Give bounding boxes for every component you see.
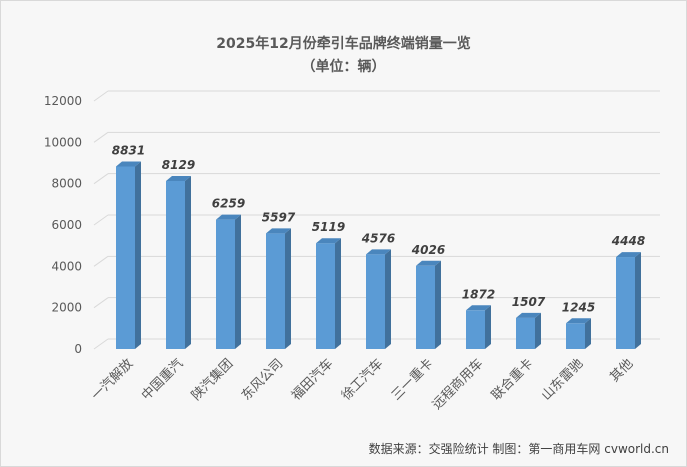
bar-side	[235, 214, 241, 349]
y-tick-label: 10000	[44, 135, 82, 149]
bar	[266, 233, 285, 349]
bar-side	[585, 318, 591, 349]
bar-side	[485, 305, 491, 349]
x-category-label: 一汽解放	[89, 356, 136, 403]
x-category-label: 联合重卡	[488, 356, 536, 404]
bar	[216, 219, 235, 349]
bar-top	[216, 214, 241, 220]
data-label: 1507	[512, 295, 546, 309]
bar-side	[185, 176, 191, 349]
bar-side	[535, 312, 541, 349]
bar	[316, 243, 335, 349]
bar-top	[416, 260, 441, 266]
bar	[166, 181, 185, 349]
x-category-label: 中国重汽	[138, 356, 186, 404]
bar-top	[516, 312, 541, 318]
bar-top	[616, 252, 641, 258]
bar-top	[566, 318, 591, 324]
y-tick-label: 4000	[51, 259, 82, 273]
data-label: 8129	[162, 158, 195, 172]
data-label: 4026	[411, 243, 445, 257]
y-tick-label: 2000	[51, 301, 82, 315]
y-tick-label: 6000	[51, 218, 82, 232]
y-tick-label: 8000	[51, 177, 82, 191]
x-category-label: 徐工汽车	[338, 356, 386, 404]
data-label: 4448	[611, 234, 645, 248]
bar-top	[266, 228, 291, 234]
x-category-label: 远程商用车	[429, 356, 486, 413]
x-category-label: 山东雷驰	[539, 356, 586, 403]
bar	[466, 310, 485, 349]
x-category-label: 其他	[607, 356, 636, 385]
data-label: 8831	[112, 143, 145, 157]
data-label: 6259	[212, 197, 245, 211]
x-category-label: 三一重卡	[388, 356, 436, 404]
bar	[116, 166, 135, 349]
chart-subtitle: （单位：辆）	[301, 59, 386, 75]
x-category-label: 东风公司	[239, 356, 286, 403]
bar	[566, 323, 585, 349]
data-label: 5119	[312, 220, 345, 234]
bar	[516, 317, 535, 349]
bar-side	[435, 260, 441, 349]
bar-side	[335, 238, 341, 349]
bar	[416, 265, 435, 349]
bar-top	[166, 176, 191, 182]
bar	[366, 254, 385, 349]
bar-top	[116, 161, 141, 167]
bar	[616, 257, 635, 349]
data-label: 4576	[361, 231, 395, 245]
x-category-label: 福田汽车	[288, 356, 336, 404]
data-label: 1872	[462, 287, 495, 301]
bar-side	[135, 161, 141, 349]
bar-side	[285, 228, 291, 349]
chart-title: 2025年12月份牵引车品牌终端销量一览	[216, 36, 471, 52]
bar-top	[316, 238, 341, 244]
y-tick-label: 0	[74, 342, 82, 356]
y-tick-label: 12000	[44, 94, 82, 108]
x-category-label: 陕汽集团	[188, 356, 236, 404]
data-label: 1245	[562, 300, 595, 314]
bar-top	[366, 249, 391, 255]
bar-side	[385, 249, 391, 349]
source-note: 数据来源：交强险统计 制图：第一商用车网 cvworld.cn	[368, 442, 669, 456]
bar-side	[635, 252, 641, 349]
bar-top	[466, 305, 491, 311]
data-label: 5597	[262, 210, 296, 224]
